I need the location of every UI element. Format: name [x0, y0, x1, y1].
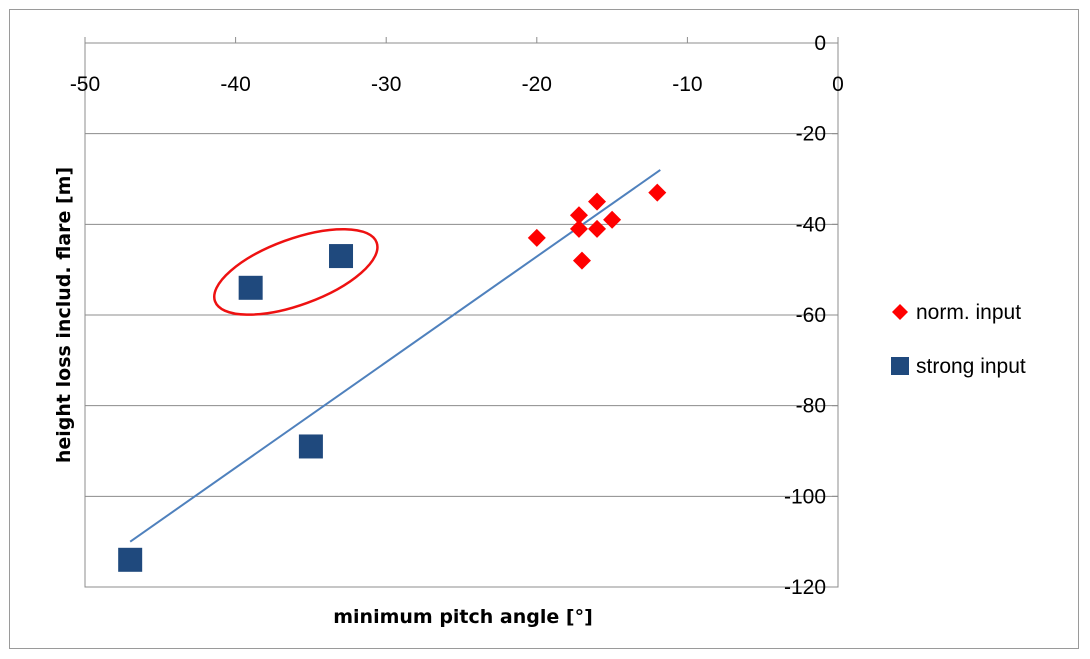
- legend-label-strong-input: strong input: [916, 355, 1026, 378]
- norm-input-point: [569, 206, 588, 225]
- legend: norm. input strong input: [891, 301, 1026, 378]
- norm-input-point: [572, 251, 591, 270]
- legend-marker-norm-input: [892, 304, 908, 320]
- y-tick-label: -60: [796, 304, 826, 327]
- x-tick-label: -20: [522, 73, 552, 96]
- chart-frame: [9, 9, 1079, 649]
- y-tick-label: -20: [796, 123, 826, 146]
- annotation-group: [212, 227, 379, 316]
- norm-input-point: [588, 219, 607, 238]
- legend-marker-strong-input: [891, 357, 909, 375]
- norm-input-point: [588, 192, 607, 211]
- norm-input-point: [603, 210, 622, 229]
- data-points: [118, 183, 667, 572]
- x-tick-label: -50: [70, 73, 100, 96]
- y-axis-title: height loss includ. flare [m]: [53, 167, 75, 463]
- strong-input-point: [298, 434, 323, 459]
- y-axis: 0 -20 -40 -60 -80 -100 -120: [784, 32, 838, 599]
- x-tick-label: -30: [371, 73, 401, 96]
- y-tick-label: -40: [796, 213, 826, 236]
- trendline-group: [129, 169, 661, 543]
- x-tick-label: 0: [832, 73, 844, 96]
- legend-label-norm-input: norm. input: [916, 301, 1021, 324]
- norm-input-point: [569, 219, 588, 238]
- norm-input-point: [527, 228, 546, 247]
- x-tick-label: -40: [220, 73, 250, 96]
- x-axis: -50 -40 -30 -20 -10 0: [70, 37, 844, 96]
- norm-input-point: [648, 183, 667, 202]
- highlight-ellipse: [212, 227, 379, 316]
- x-tick-label: -10: [672, 73, 702, 96]
- horizontal-gridlines: [85, 133, 838, 497]
- y-tick-label: 0: [814, 32, 826, 55]
- y-tick-label: -80: [796, 395, 826, 418]
- strong-input-point: [329, 244, 354, 269]
- strong-input-point: [118, 547, 143, 572]
- strong-input-point: [238, 275, 263, 300]
- y-tick-label: -100: [784, 485, 826, 508]
- y-tick-label: -120: [784, 576, 826, 599]
- x-axis-title: minimum pitch angle [°]: [333, 606, 593, 628]
- trendline: [129, 169, 661, 543]
